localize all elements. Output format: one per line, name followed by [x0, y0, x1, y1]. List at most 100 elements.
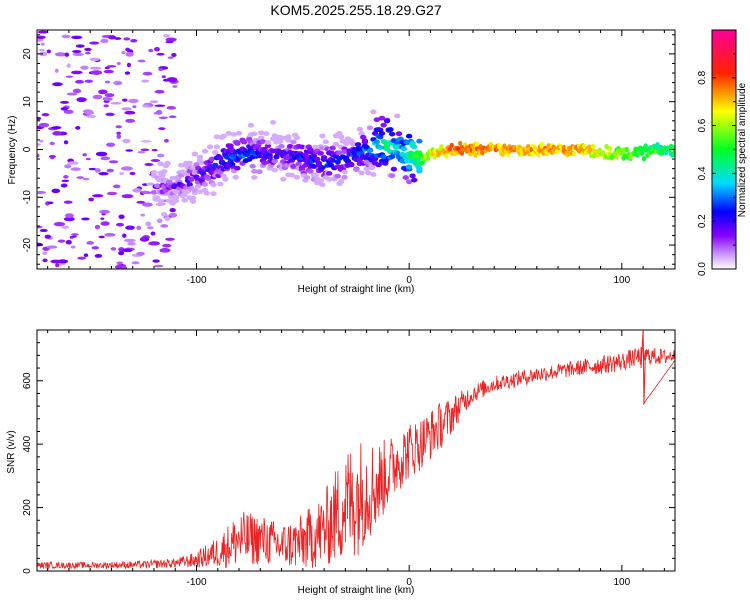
- noise-cell: [129, 171, 136, 176]
- ridge-cell: [636, 150, 642, 157]
- noise-cell: [158, 127, 166, 131]
- noise-cell: [154, 104, 166, 107]
- ridge-cell: [395, 131, 403, 137]
- ridge-cell: [400, 146, 408, 152]
- ridge-cell: [196, 154, 204, 160]
- y-tick-label: 20: [22, 48, 33, 60]
- ridge-cell: [264, 140, 272, 145]
- ridge-cell: [349, 141, 357, 147]
- ridge-cell: [290, 139, 297, 145]
- ridge-cell: [500, 151, 505, 157]
- noise-cell: [136, 225, 142, 231]
- ridge-cell: [394, 113, 401, 119]
- noise-cell: [110, 102, 122, 105]
- noise-cell: [142, 104, 150, 108]
- noise-cell: [127, 241, 136, 246]
- ridge-cell: [256, 169, 263, 175]
- ridge-cell: [191, 187, 198, 193]
- noise-cell: [165, 237, 175, 241]
- noise-cell: [104, 66, 110, 70]
- noise-cell: [52, 131, 63, 136]
- noise-cell: [116, 261, 124, 265]
- noise-cell: [104, 93, 115, 98]
- ridge-cell: [624, 146, 630, 153]
- ridge-cell: [261, 146, 268, 152]
- ridge-cell: [261, 160, 268, 166]
- noise-cell: [108, 160, 119, 164]
- noise-cell: [130, 39, 138, 43]
- ridge-cell: [195, 183, 202, 189]
- colorbar-gradient: [711, 29, 737, 270]
- ridge-cell: [360, 134, 367, 140]
- ridge-cell: [169, 175, 176, 181]
- colorbar: 0.0 0.2 0.4 0.6 0.8 Normalized spectral ampl…: [697, 29, 748, 276]
- spectrogram-x-label: Height of straight line (km): [298, 284, 415, 295]
- noise-cell: [88, 197, 94, 202]
- ridge-cell: [286, 143, 294, 149]
- ridge-cell: [314, 156, 321, 162]
- noise-cell: [137, 59, 146, 63]
- noise-cell: [104, 80, 111, 84]
- ridge-cell: [222, 176, 229, 182]
- ridge-cell: [210, 191, 217, 197]
- noise-cell: [52, 82, 63, 87]
- spectrogram-x-axis: -100 0 100: [47, 30, 665, 286]
- noise-cell: [142, 71, 153, 76]
- ridge-cell: [312, 172, 319, 178]
- ridge-cell: [366, 148, 374, 153]
- ridge-cell: [160, 169, 168, 174]
- noise-cell: [122, 248, 133, 253]
- noise-cell: [158, 116, 169, 120]
- ridge-cell: [206, 144, 214, 150]
- noise-cell: [37, 35, 46, 39]
- ridge-cell: [285, 137, 292, 143]
- noise-cell: [141, 202, 153, 207]
- ridge-cell: [411, 144, 418, 150]
- ridge-cell: [198, 160, 205, 166]
- noise-cell: [82, 153, 87, 157]
- noise-cell: [169, 79, 177, 83]
- noise-cell: [49, 141, 55, 146]
- noise-cell: [72, 49, 82, 54]
- ridge-cell: [217, 181, 224, 187]
- noise-cell: [83, 253, 89, 257]
- noise-cell: [46, 245, 58, 249]
- ridge-cell: [271, 158, 278, 164]
- ridge-cell: [332, 141, 340, 147]
- noise-cell: [54, 68, 59, 73]
- noise-cell: [61, 225, 69, 229]
- noise-cell: [98, 89, 108, 95]
- snr-x-axis: -100 0 100: [47, 330, 665, 588]
- ridge-cell: [537, 147, 543, 154]
- ridge-cell: [343, 141, 350, 146]
- ridge-cell: [212, 162, 219, 168]
- noise-cell: [167, 56, 174, 59]
- ridge-cell: [298, 144, 306, 150]
- spectrogram-y-axis: -20 -10 0 10 20: [22, 34, 675, 265]
- ridge-cell: [405, 133, 413, 139]
- noise-cell: [148, 241, 161, 246]
- ridge-cell: [210, 182, 217, 188]
- noise-cell: [132, 105, 137, 109]
- ridge-cell: [150, 189, 158, 195]
- ridge-cell: [312, 144, 319, 150]
- noise-cell: [116, 222, 124, 227]
- ridge-cell: [227, 143, 234, 149]
- noise-cell: [42, 258, 48, 263]
- noise-cell: [152, 259, 160, 263]
- ridge-cell: [377, 134, 384, 140]
- noise-cell: [55, 263, 60, 268]
- noise-cell: [116, 131, 121, 135]
- noise-cell: [106, 168, 114, 173]
- noise-cell: [116, 134, 122, 139]
- noise-cell: [162, 34, 171, 38]
- noise-cell: [63, 216, 75, 222]
- ridge-cell: [172, 194, 180, 200]
- ridge-cell: [405, 179, 413, 185]
- ridge-cell: [230, 132, 238, 137]
- noise-cell: [98, 235, 105, 239]
- ridge-cell: [387, 127, 394, 132]
- noise-cell: [122, 233, 127, 238]
- ridge-cell: [571, 151, 577, 157]
- noise-cell: [37, 143, 41, 146]
